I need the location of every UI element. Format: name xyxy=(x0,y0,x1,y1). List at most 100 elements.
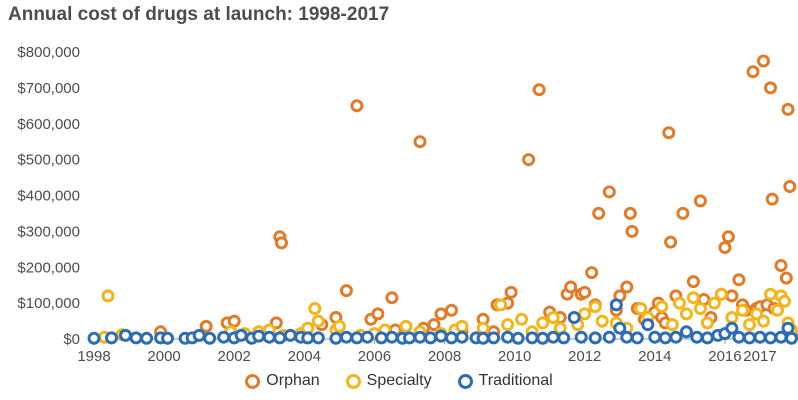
specialty-point xyxy=(686,291,700,305)
x-tick-label: 2008 xyxy=(428,348,461,365)
traditional-point xyxy=(252,329,266,343)
traditional-point xyxy=(602,330,616,344)
orphan-point xyxy=(625,224,639,238)
traditional-point xyxy=(679,325,693,339)
traditional-point xyxy=(217,330,231,344)
orphan-point xyxy=(620,280,634,294)
orphan-point xyxy=(413,135,427,149)
legend-item-specialty: Specialty xyxy=(345,372,432,390)
traditional-point xyxy=(192,328,206,342)
traditional-point xyxy=(613,321,627,335)
traditional-point xyxy=(620,330,634,344)
y-tick-label: $800,000 xyxy=(17,44,80,61)
traditional-point xyxy=(525,331,539,345)
traditional-point xyxy=(567,311,581,324)
orphan-point xyxy=(602,185,616,199)
traditional-point xyxy=(87,331,101,345)
orphan-point xyxy=(721,230,735,244)
x-tick-label: 2004 xyxy=(288,348,321,365)
orphan-point xyxy=(592,206,606,220)
traditional-point xyxy=(339,330,353,344)
traditional-point xyxy=(774,330,788,344)
orphan-point xyxy=(732,273,746,287)
traditional-point xyxy=(329,331,343,345)
specialty-point xyxy=(778,294,791,308)
specialty-point xyxy=(595,314,609,328)
specialty-point xyxy=(757,314,770,328)
traditional-point xyxy=(487,331,501,345)
chart-title: Annual cost of drugs at launch: 1998-201… xyxy=(8,4,390,25)
traditional-point xyxy=(385,330,399,344)
traditional-point xyxy=(283,328,297,342)
legend-label-traditional: Traditional xyxy=(478,372,553,389)
specialty-point xyxy=(399,319,413,333)
specialty-point xyxy=(714,287,728,301)
y-tick-label: $400,000 xyxy=(17,188,80,205)
orphan-point xyxy=(199,319,213,333)
traditional-point xyxy=(785,331,798,345)
orphan-point xyxy=(585,266,599,280)
orphan-point xyxy=(385,291,399,305)
orphan-point xyxy=(774,259,788,272)
specialty-point xyxy=(311,314,325,328)
specialty-point xyxy=(725,311,739,324)
legend-swatch-specialty xyxy=(345,373,361,389)
traditional-point xyxy=(574,330,588,344)
orphan-point xyxy=(676,206,690,220)
orphan-point xyxy=(757,54,770,68)
traditional-point xyxy=(546,330,560,344)
specialty-point xyxy=(332,319,346,333)
traditional-point xyxy=(129,331,143,345)
orphan-point xyxy=(427,318,441,332)
specialty-point xyxy=(101,289,115,303)
orphan-point xyxy=(564,280,578,294)
traditional-point xyxy=(455,330,469,344)
orphan-point xyxy=(765,192,779,206)
specialty-point xyxy=(655,300,669,314)
x-tick-label: 2014 xyxy=(638,348,671,365)
traditional-point xyxy=(374,331,388,345)
specialty-point xyxy=(455,319,469,333)
orphan-point xyxy=(371,307,385,321)
traditional-point xyxy=(743,331,756,345)
orphan-point xyxy=(693,194,707,208)
y-tick-label: $100,000 xyxy=(17,295,80,312)
legend-label-specialty: Specialty xyxy=(366,372,432,389)
traditional-point xyxy=(764,331,777,345)
traditional-point xyxy=(476,331,490,345)
legend-item-orphan: Orphan xyxy=(245,372,320,390)
traditional-point xyxy=(501,330,515,344)
orphan-point xyxy=(781,102,795,116)
specialty-point xyxy=(588,300,602,314)
specialty-point xyxy=(693,302,707,315)
x-tick-label: 2006 xyxy=(358,348,391,365)
traditional-point xyxy=(262,330,276,344)
traditional-point xyxy=(700,331,714,345)
x-tick-label: 2012 xyxy=(568,348,601,365)
specialty-point xyxy=(501,318,515,332)
traditional-point xyxy=(413,330,427,344)
specialty-point xyxy=(634,302,648,315)
y-tick-label: $300,000 xyxy=(17,223,80,240)
traditional-point xyxy=(536,331,550,345)
specialty-point xyxy=(578,307,592,321)
orphan-point xyxy=(434,307,448,321)
specialty-point xyxy=(536,316,550,330)
traditional-point xyxy=(301,331,315,345)
y-tick-label: $700,000 xyxy=(17,80,80,97)
y-tick-label: $600,000 xyxy=(17,116,80,133)
traditional-point xyxy=(105,331,118,345)
x-tick-label: 2000 xyxy=(147,348,180,365)
traditional-point xyxy=(725,321,739,335)
y-tick-label: $500,000 xyxy=(17,152,80,169)
orphan-point xyxy=(504,285,518,299)
legend-swatch-traditional xyxy=(457,373,473,389)
specialty-point xyxy=(679,307,693,321)
specialty-point xyxy=(308,302,322,315)
orphan-point xyxy=(686,275,700,289)
traditional-point xyxy=(350,331,364,345)
orphan-point xyxy=(339,284,353,298)
traditional-point xyxy=(511,331,525,345)
